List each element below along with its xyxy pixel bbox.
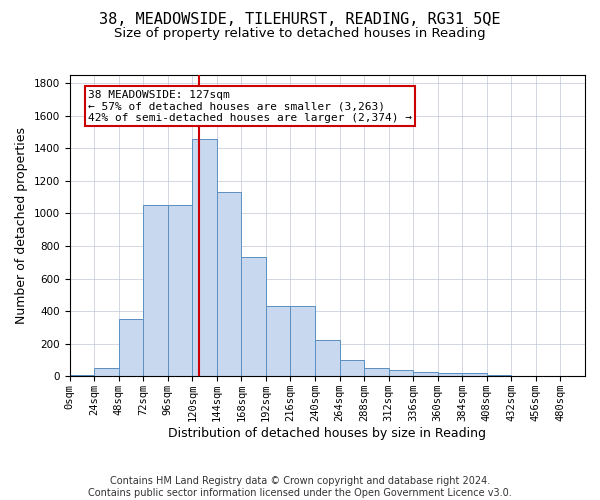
Text: 38 MEADOWSIDE: 127sqm
← 57% of detached houses are smaller (3,263)
42% of semi-d: 38 MEADOWSIDE: 127sqm ← 57% of detached … [88,90,412,123]
Bar [315,340,340,376]
Bar [168,206,192,376]
Bar [438,373,462,376]
X-axis label: Distribution of detached houses by size in Reading: Distribution of detached houses by size … [168,427,486,440]
Text: Size of property relative to detached houses in Reading: Size of property relative to detached ho… [114,28,486,40]
Y-axis label: Number of detached properties: Number of detached properties [15,127,28,324]
Bar [241,258,266,376]
Bar [119,320,143,376]
Bar [94,368,119,376]
Bar [413,372,438,376]
Text: 38, MEADOWSIDE, TILEHURST, READING, RG31 5QE: 38, MEADOWSIDE, TILEHURST, READING, RG31… [99,12,501,28]
Bar [389,370,413,376]
Bar [192,138,217,376]
Bar [217,192,241,376]
Bar [364,368,389,376]
Bar [266,306,290,376]
Bar [290,306,315,376]
Text: Contains HM Land Registry data © Crown copyright and database right 2024.
Contai: Contains HM Land Registry data © Crown c… [88,476,512,498]
Bar [462,373,487,376]
Bar [143,206,168,376]
Bar [340,360,364,376]
